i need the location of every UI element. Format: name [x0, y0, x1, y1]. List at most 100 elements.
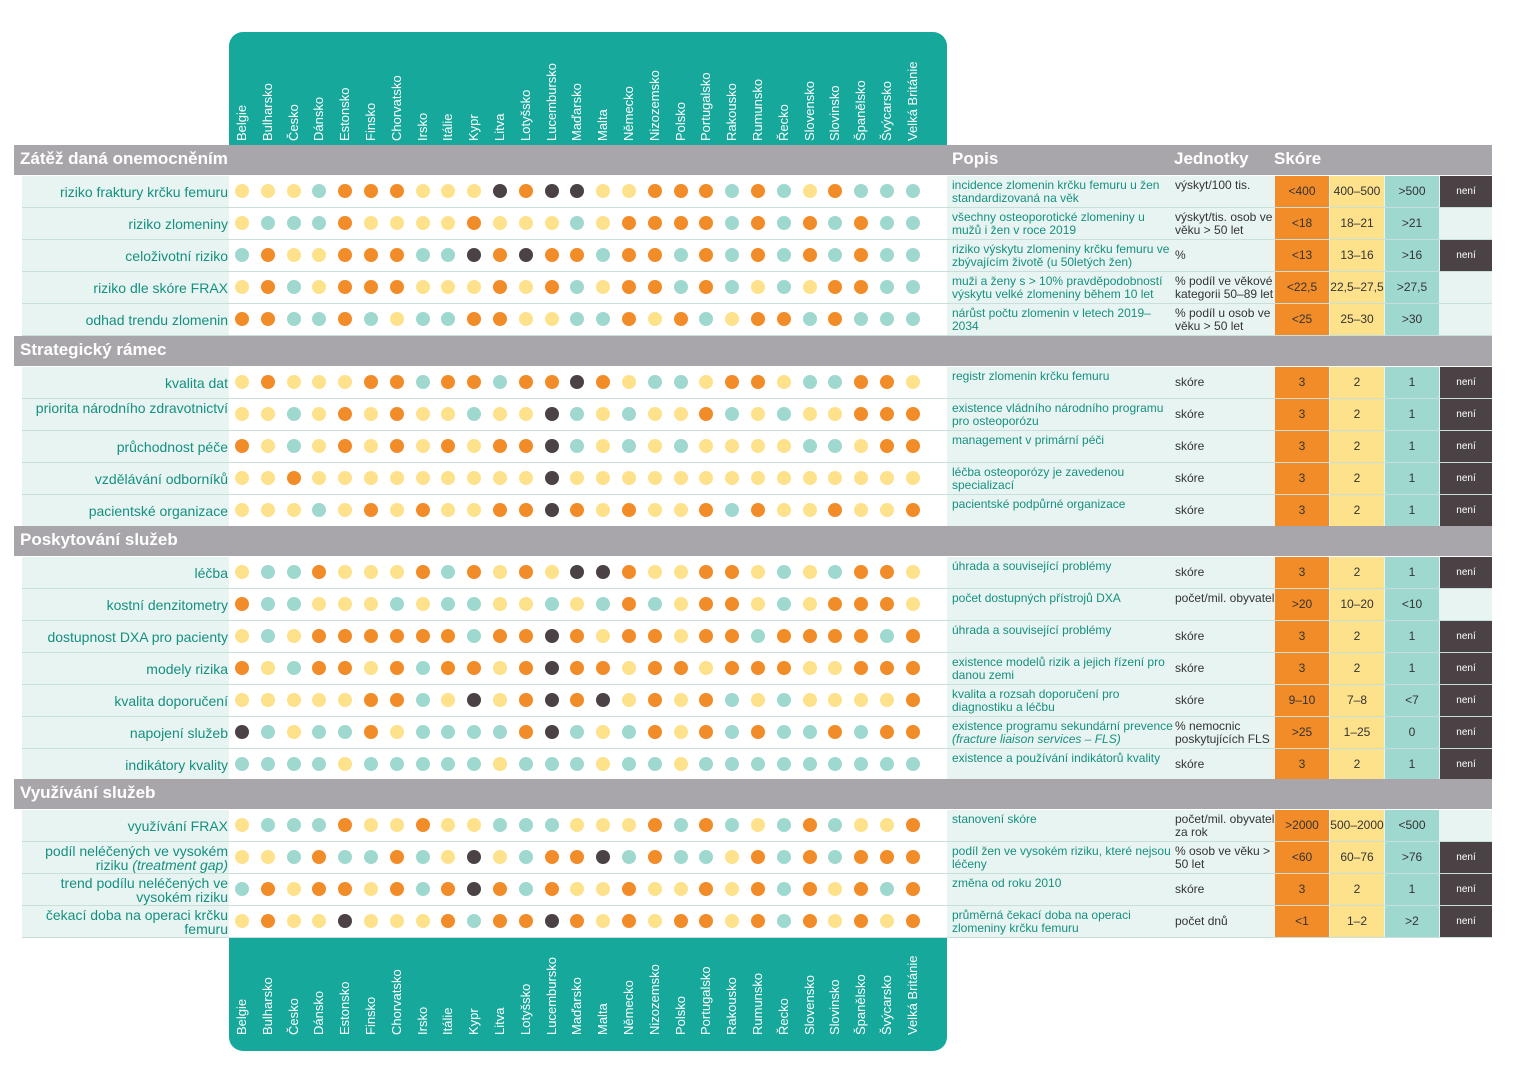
dot-yellow [647, 882, 662, 896]
dot-teal [286, 850, 301, 864]
dot-orange [544, 375, 559, 389]
score-cell: >21 [1385, 208, 1439, 239]
dot-teal [286, 280, 301, 294]
dot-yellow [751, 280, 765, 294]
dot-yellow [286, 725, 301, 739]
bottom-country-label: Finsko [363, 996, 378, 1035]
dot-teal [673, 248, 688, 262]
row-divider [22, 239, 1492, 240]
dot-yellow [235, 850, 249, 864]
score-cell: 2 [1330, 557, 1384, 588]
score-cell: <10 [1385, 589, 1439, 620]
dot-teal [570, 216, 585, 230]
description-text: úhrada a související problémy [952, 623, 1112, 637]
dot-teal [828, 216, 843, 230]
dot-yellow [364, 216, 378, 230]
bottom-country-panel [229, 937, 947, 1051]
dot-teal [570, 407, 585, 421]
dot-teal [622, 757, 636, 771]
dot-orange [751, 914, 765, 928]
bottom-country-label: Kypr [466, 1008, 482, 1035]
dot-orange [235, 597, 249, 611]
dot-orange [828, 184, 843, 198]
dot-teal [751, 629, 765, 643]
description-text: existence vládního národního programu pr… [952, 401, 1164, 428]
dot-orange [415, 565, 430, 579]
dot-teal [776, 757, 791, 771]
unknown-cell: není známo [1440, 431, 1492, 483]
row-unit: výskyt/tis. osob ve věku > 50 let [1175, 210, 1273, 237]
dot-orange [235, 439, 249, 453]
dot-teal [415, 757, 430, 771]
dot-teal [673, 439, 688, 453]
dot-orange [389, 375, 404, 389]
dot-orange [312, 850, 327, 864]
dot-yellow [364, 882, 378, 896]
dot-teal [828, 565, 843, 579]
dot-orange [518, 725, 533, 739]
dot-teal [493, 375, 507, 389]
dot-teal [518, 818, 533, 832]
dot-yellow [286, 914, 301, 928]
dot-yellow [389, 312, 404, 326]
top-country-label: Portugalsko [698, 72, 714, 141]
description-text: riziko výskytu zlomeniny krčku femuru ve… [952, 242, 1170, 269]
score-cell: 25–30 [1330, 304, 1384, 335]
dot-yellow [312, 471, 327, 485]
unknown-cell: není známo [1440, 240, 1492, 292]
dot-orange [493, 629, 507, 643]
dot-orange [441, 882, 456, 896]
dot-yellow [699, 471, 714, 485]
top-country-label: Malta [595, 109, 611, 141]
row-unit: skóre [1175, 661, 1205, 675]
dot-yellow [647, 407, 662, 421]
dot-yellow [880, 914, 894, 928]
dot-orange [622, 565, 636, 579]
dot-yellow [802, 565, 817, 579]
dot-yellow [725, 882, 740, 896]
score-cell: <18 [1275, 208, 1329, 239]
dot-orange [364, 629, 378, 643]
dot-orange [828, 725, 843, 739]
dot-yellow [699, 661, 714, 675]
dot-teal [441, 565, 456, 579]
dot-orange [751, 882, 765, 896]
dot-teal [518, 882, 533, 896]
bottom-country-label: Itálie [440, 1007, 456, 1035]
dot-teal [570, 280, 585, 294]
dot-orange [415, 503, 430, 517]
dot-orange [647, 216, 662, 230]
bottom-country-label: Španělsko [853, 974, 869, 1035]
column-header-jednotky: Jednotky [1174, 149, 1249, 168]
dot-teal [312, 725, 327, 739]
row-unit: skóre [1175, 757, 1205, 771]
score-cell: 1 [1385, 431, 1439, 462]
row-label-text: kvalita doporučení [114, 693, 228, 709]
dot-teal [312, 312, 327, 326]
description-text: existence programu sekundární prevence [952, 719, 1173, 733]
dot-teal [415, 248, 430, 262]
dot-teal [776, 597, 791, 611]
dot-orange [338, 184, 353, 198]
dot-orange [802, 914, 817, 928]
dot-teal [776, 850, 791, 864]
dot-dark [596, 693, 611, 707]
row-description: počet dostupných přístrojů DXA [952, 592, 1174, 605]
dot-teal [905, 216, 920, 230]
dot-teal [699, 757, 714, 771]
bottom-country-label: Slovensko [801, 975, 817, 1035]
row-label-text: podíl neléčených ve vysokém riziku [45, 843, 228, 873]
score-cell: >30 [1385, 304, 1439, 335]
row-divider [22, 937, 1492, 938]
bottom-country-label: Litva [492, 1007, 507, 1035]
dot-yellow [828, 693, 843, 707]
section-title: Strategický rámec [20, 340, 167, 359]
bottom-country-label: Lucembursko [543, 956, 559, 1035]
dot-orange [518, 914, 533, 928]
dot-yellow [854, 503, 869, 517]
dot-teal [622, 725, 636, 739]
dot-teal [364, 312, 378, 326]
dot-orange [905, 850, 920, 864]
dot-orange [751, 312, 765, 326]
dot-yellow [622, 661, 636, 675]
